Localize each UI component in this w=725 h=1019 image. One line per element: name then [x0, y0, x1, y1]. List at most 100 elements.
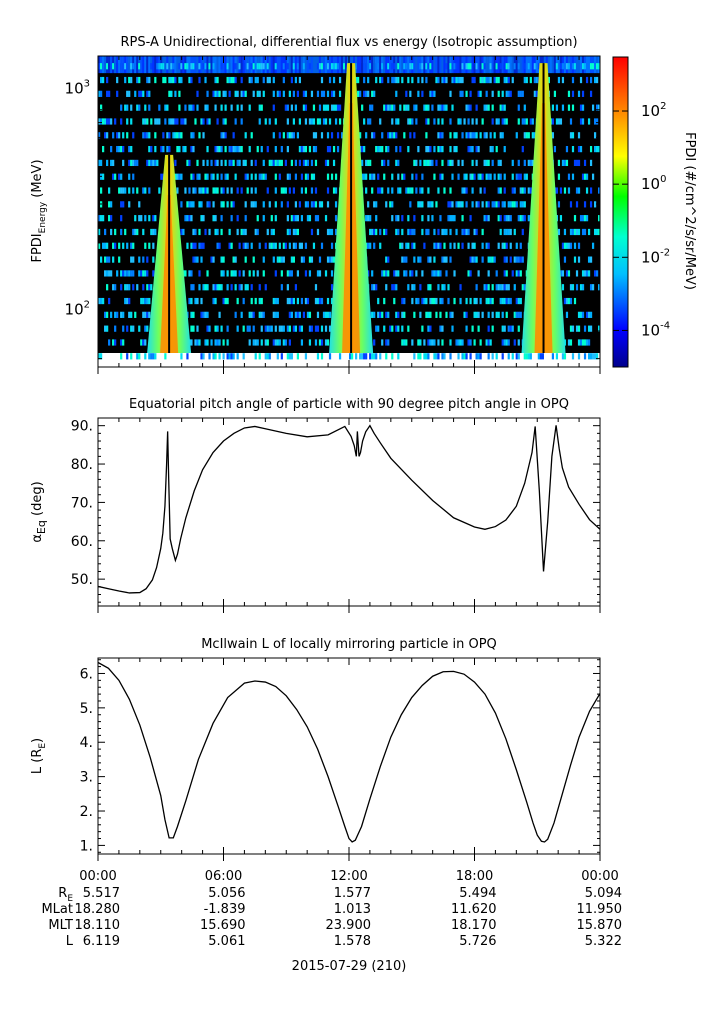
- spectrogram-cell: [479, 339, 482, 346]
- spectrogram-cell: [114, 228, 117, 236]
- spectrogram-cell: [523, 187, 526, 194]
- spectrogram-cell: [100, 76, 103, 84]
- spectrogram-cell: [453, 63, 456, 70]
- spectrogram-cell: [286, 270, 289, 277]
- spectrogram-cell: [413, 159, 416, 167]
- spectrogram-cell: [282, 339, 285, 346]
- spectrogram-cell: [188, 76, 191, 84]
- spectrogram-cell: [415, 56, 418, 74]
- spectrogram-cell: [176, 187, 179, 194]
- spectrogram-cell: [326, 173, 330, 180]
- spectrogram-cell: [403, 173, 406, 180]
- spectrogram-cell: [441, 132, 444, 139]
- spectrogram-cell: [140, 215, 143, 222]
- spectrogram-cell: [256, 76, 259, 84]
- spectrogram-cell: [465, 228, 468, 236]
- spectrogram-cell: [533, 63, 536, 70]
- spectrogram-cell: [375, 325, 378, 332]
- spectrogram-cell: [216, 325, 219, 332]
- spectrogram-cell: [182, 118, 185, 125]
- spectrogram-cell: [300, 325, 304, 332]
- spectrogram-cell: [288, 242, 291, 249]
- spectrogram-cell: [332, 256, 336, 263]
- spectrogram-cell: [387, 187, 390, 194]
- spectrogram-cell: [451, 56, 454, 74]
- spectrogram-cell: [523, 118, 526, 125]
- spectrogram-cell: [487, 104, 490, 111]
- spectrogram-cell: [292, 63, 295, 70]
- spectrogram-cell: [391, 201, 394, 208]
- spectrogram-cell: [190, 215, 193, 222]
- spectrogram-cell: [373, 339, 376, 346]
- spectrogram-cell: [417, 297, 420, 305]
- spectrogram-cell: [489, 76, 492, 84]
- spectrogram-cell: [551, 104, 555, 111]
- spectrogram-cell: [405, 339, 408, 346]
- colorbar-tick-label-base: 10: [641, 321, 660, 339]
- spectrogram-cell: [515, 353, 518, 360]
- spectrogram-cell: [373, 353, 376, 360]
- spectrogram-cell: [174, 159, 177, 167]
- spectrogram-cell: [379, 145, 382, 153]
- spectrogram-cell: [122, 145, 125, 153]
- spectrogram-cell: [461, 242, 464, 249]
- spectrogram-cell: [304, 187, 308, 194]
- spectrogram-cell: [563, 297, 567, 305]
- spectrogram-cell: [232, 145, 235, 153]
- spectrogram-cell: [527, 215, 530, 222]
- spectrogram-cell: [363, 90, 366, 97]
- spectrogram-cell: [471, 56, 474, 74]
- spectrogram-cell: [166, 132, 169, 139]
- spectrogram-cell: [447, 284, 450, 291]
- spectrogram-cell: [108, 187, 111, 194]
- spectrogram-cell: [118, 56, 121, 74]
- spectrogram-cell: [256, 63, 259, 70]
- spectrogram-cell: [252, 311, 255, 318]
- spectrogram-cell: [320, 297, 324, 305]
- spectrogram-cell: [302, 311, 306, 318]
- spectrogram-cell: [130, 145, 133, 153]
- spectrogram-cell: [234, 311, 237, 318]
- l-shell-x-ticks: [97, 658, 601, 861]
- spectrogram-cell: [254, 187, 257, 194]
- spectrogram-cell: [521, 228, 524, 236]
- spectrogram-y-tick-label-exp: 3: [84, 78, 90, 89]
- l-shell-y-label: L (RE): [30, 738, 48, 774]
- spectrogram-y-label-main: FPDI: [30, 233, 45, 262]
- spectrogram-cell: [290, 56, 294, 74]
- spectrogram-cell: [551, 353, 555, 360]
- spectrogram-cell: [152, 270, 155, 277]
- spectrogram-cell: [477, 201, 480, 208]
- spectrogram-cell: [539, 353, 542, 360]
- spectrogram-cell: [357, 56, 360, 74]
- spectrogram-cell: [425, 76, 428, 84]
- spectrogram-cell: [511, 173, 514, 180]
- spectrogram-cell: [453, 270, 456, 277]
- spectrogram-cell: [248, 145, 251, 153]
- spectrogram-cell: [583, 353, 587, 360]
- spectrogram-cell: [399, 242, 402, 249]
- spectrogram-cell: [451, 201, 454, 208]
- spectrogram-cell: [421, 228, 424, 236]
- spectrogram-cell: [441, 284, 444, 291]
- spectrogram-cell: [126, 297, 129, 305]
- spectrogram-cell: [146, 118, 149, 125]
- spectrogram-cell: [138, 90, 141, 97]
- spectrogram-cell: [298, 242, 302, 249]
- spectrogram-cell: [142, 311, 145, 318]
- spectrogram-cell: [196, 339, 199, 346]
- spectrogram-cell: [567, 187, 571, 194]
- spectrogram-cell: [373, 228, 376, 236]
- spectrogram-cell: [292, 325, 295, 332]
- spectrogram-cell: [515, 56, 518, 74]
- spectrogram-cell: [389, 104, 392, 111]
- spectrogram-cell: [206, 173, 209, 180]
- spectrogram-cell: [254, 159, 257, 167]
- spectrogram-cell: [487, 325, 490, 332]
- spectrogram-cell: [234, 90, 237, 97]
- spectrogram-cell: [284, 242, 287, 249]
- spectrogram-cell: [471, 118, 474, 125]
- spectrogram-cell: [164, 56, 167, 74]
- spectrogram-cell: [581, 339, 585, 346]
- spectrogram-cell: [166, 145, 169, 153]
